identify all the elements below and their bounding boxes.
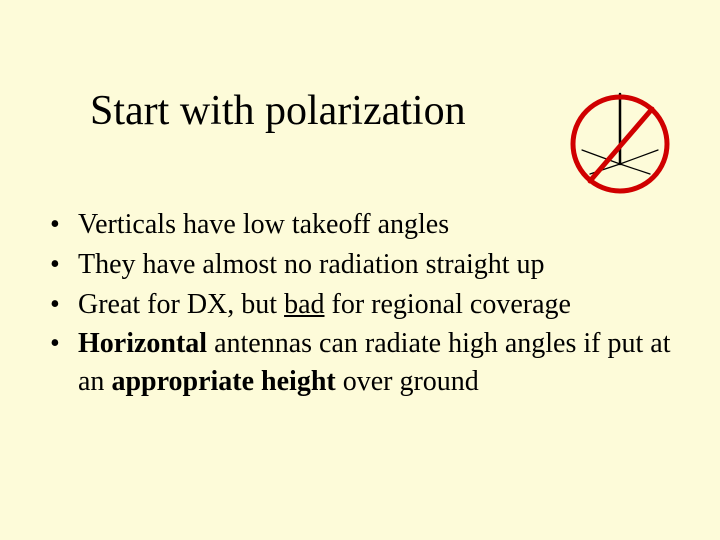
bullet-item: They have almost no radiation straight u… (44, 246, 680, 284)
diagram-svg (560, 84, 680, 204)
bullet-list: Verticals have low takeoff angles They h… (44, 206, 680, 403)
bullet-group-2: Horizontal antennas can radiate high ang… (44, 325, 680, 401)
bullet-text: Verticals have low takeoff angles (78, 209, 449, 240)
no-vertical-antenna-icon (560, 84, 680, 204)
bullet-text-bold: Horizontal (78, 328, 207, 359)
slide: Start with polarization Verticals have l… (0, 0, 720, 540)
bullet-group-1: Verticals have low takeoff angles They h… (44, 206, 680, 323)
bullet-text-post: over ground (336, 366, 479, 397)
bullet-text-bold: appropriate height (111, 366, 335, 397)
bullet-item: Great for DX, but bad for regional cover… (44, 286, 680, 324)
bullet-item: Horizontal antennas can radiate high ang… (44, 325, 680, 401)
bullet-text-pre: Great for DX, but (78, 289, 284, 320)
bullet-text-post: for regional coverage (325, 289, 571, 320)
slide-title: Start with polarization (90, 88, 466, 134)
bullet-item: Verticals have low takeoff angles (44, 206, 680, 244)
bullet-text: They have almost no radiation straight u… (78, 249, 545, 280)
bullet-text-underline: bad (284, 289, 324, 320)
